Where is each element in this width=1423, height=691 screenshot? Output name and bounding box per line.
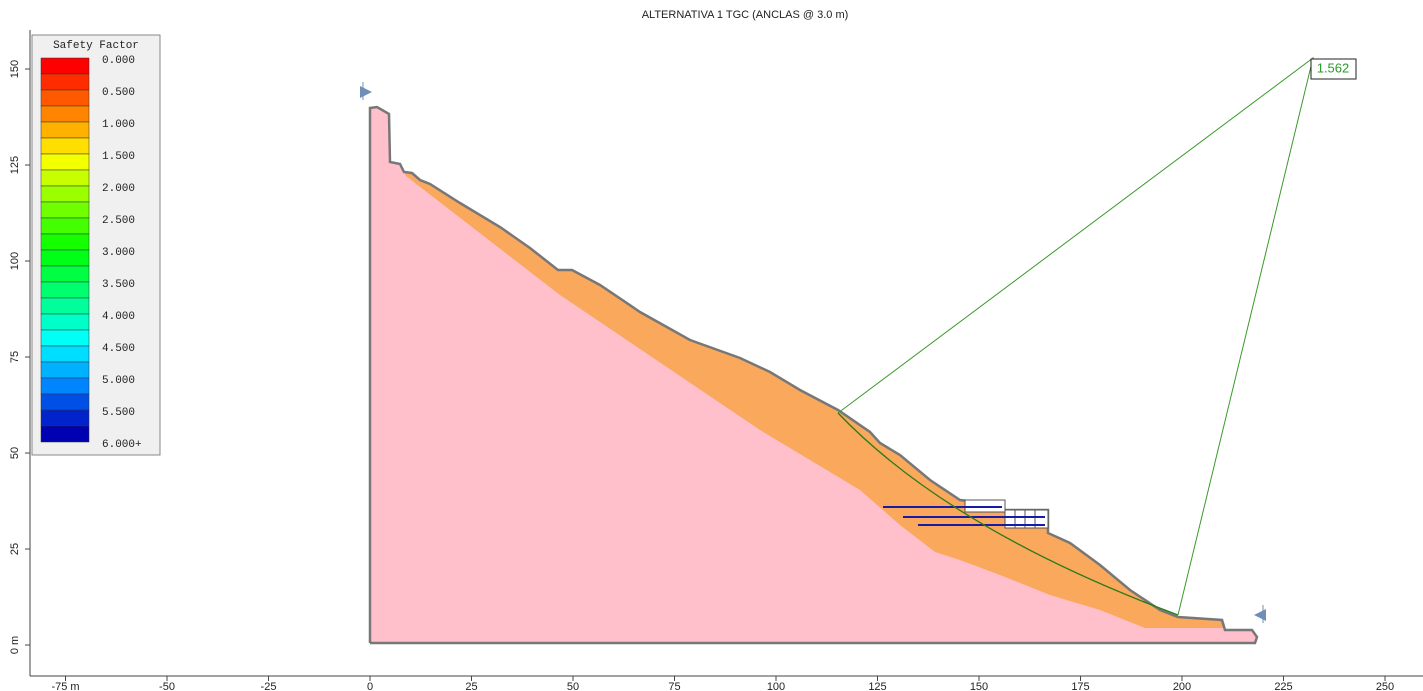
legend-swatch (40, 73, 90, 91)
legend-label: 6.000+ (102, 439, 142, 451)
legend-swatch (40, 57, 90, 75)
x-tick-label: -25 (261, 681, 277, 691)
legend-swatch (40, 313, 90, 331)
legend-swatch (40, 425, 90, 443)
legend-label: 2.000 (102, 183, 135, 195)
legend-swatch (40, 217, 90, 235)
legend-swatch (40, 121, 90, 139)
y-tick-label: 25 (9, 543, 21, 555)
legend-swatch (40, 297, 90, 315)
legend-label: 4.000 (102, 311, 135, 323)
x-tick-label: 250 (1376, 681, 1394, 691)
slip-surface (837, 412, 1179, 616)
legend-label: 3.000 (102, 247, 135, 259)
safety-factor: 1.562 (1317, 60, 1350, 75)
x-tick-label: 75 (668, 681, 680, 691)
legend-swatch (40, 265, 90, 283)
legend-swatch (40, 281, 90, 299)
legend-label: 0.500 (102, 87, 135, 99)
y-tick-label: 150 (9, 60, 21, 78)
legend-label: 5.500 (102, 407, 135, 419)
legend-swatch (40, 105, 90, 123)
legend-swatch (40, 393, 90, 411)
legend-swatch (40, 185, 90, 203)
legend-swatch (40, 409, 90, 427)
x-tick-label: 125 (868, 681, 886, 691)
legend-title: Safety Factor (53, 40, 139, 52)
limit-marker (360, 86, 372, 98)
y-tick-label: 75 (9, 351, 21, 363)
x-tick-label: 25 (465, 681, 477, 691)
x-tick-label: 225 (1274, 681, 1292, 691)
x-tick-label: -50 (159, 681, 175, 691)
legend-label: 1.000 (102, 119, 135, 131)
legend-label: 0.000 (102, 55, 135, 67)
y-tick-label: 50 (9, 447, 21, 459)
ground-surface (368, 105, 1259, 645)
legend-swatch (40, 201, 90, 219)
x-tick-label: 150 (970, 681, 988, 691)
legend-swatch (40, 329, 90, 347)
x-tick-label: 0 (367, 681, 373, 691)
title: ALTERNATIVA 1 TGC (ANCLAS @ 3.0 m) (642, 9, 849, 21)
legend-swatch (40, 137, 90, 155)
y-tick-label: 125 (9, 156, 21, 174)
x-tick-label: 175 (1071, 681, 1089, 691)
legend-label: 5.000 (102, 375, 135, 387)
base-material (370, 107, 1257, 643)
legend-swatch (40, 377, 90, 395)
limit-marker (1254, 609, 1266, 621)
legend-swatch (40, 345, 90, 363)
slip-center-lines (837, 56, 1314, 616)
legend-swatch (40, 233, 90, 251)
legend-label: 2.500 (102, 215, 135, 227)
y-tick-label: 0 m (9, 636, 21, 654)
legend-swatch (40, 89, 90, 107)
x-tick-label: -75 m (51, 681, 79, 691)
legend-label: 4.500 (102, 343, 135, 355)
x-tick-label: 100 (767, 681, 785, 691)
legend-swatch (40, 169, 90, 187)
legend-label: 3.500 (102, 279, 135, 291)
x-tick-label: 50 (567, 681, 579, 691)
legend-label: 1.500 (102, 151, 135, 163)
anchors (883, 506, 1045, 526)
y-tick-label: 100 (9, 252, 21, 270)
x-tick-label: 200 (1173, 681, 1191, 691)
safety-factor-box (1310, 58, 1357, 80)
legend-swatch (40, 361, 90, 379)
legend-swatch (40, 153, 90, 171)
legend-swatch (40, 249, 90, 267)
